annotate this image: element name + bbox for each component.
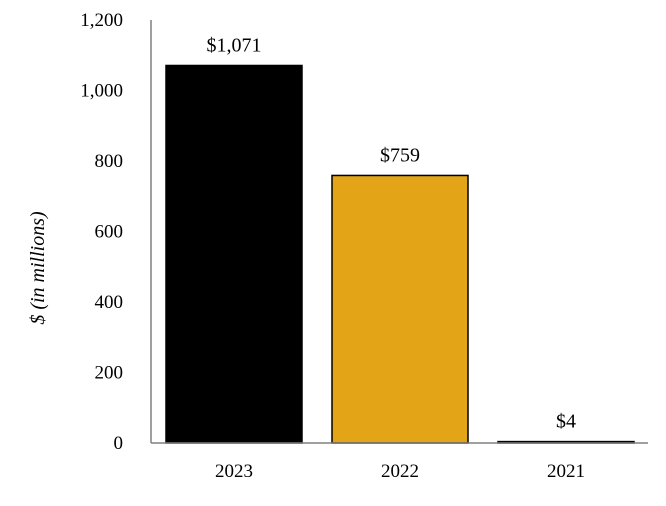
data-label-2023: $1,071 xyxy=(207,34,262,56)
y-tick-label: 600 xyxy=(95,222,124,243)
x-tick-label-2022: 2022 xyxy=(381,461,419,482)
y-axis-ticks: 0 200 400 600 800 1,000 1,200 xyxy=(80,10,123,454)
y-tick-label: 1,000 xyxy=(80,81,123,102)
bar-2023 xyxy=(165,64,303,444)
bar-2022 xyxy=(331,174,469,444)
x-tick-label-2021: 2021 xyxy=(547,461,585,482)
data-labels: $1,071 $759 $4 xyxy=(207,34,577,432)
data-label-2021: $4 xyxy=(556,411,576,433)
data-label-2022: $759 xyxy=(380,144,420,166)
y-axis-title-group: $ (in millions) xyxy=(27,211,49,325)
y-axis-title: $ (in millions) xyxy=(27,211,49,325)
y-tick-label: 0 xyxy=(114,433,124,454)
y-tick-label: 200 xyxy=(95,363,124,384)
y-tick-label: 1,200 xyxy=(80,10,123,31)
y-tick-label: 800 xyxy=(95,151,124,172)
y-tick-label: 400 xyxy=(95,292,124,313)
x-axis-ticks: 2023 2022 2021 xyxy=(215,461,585,482)
x-tick-label-2023: 2023 xyxy=(215,461,253,482)
bars xyxy=(165,64,635,444)
